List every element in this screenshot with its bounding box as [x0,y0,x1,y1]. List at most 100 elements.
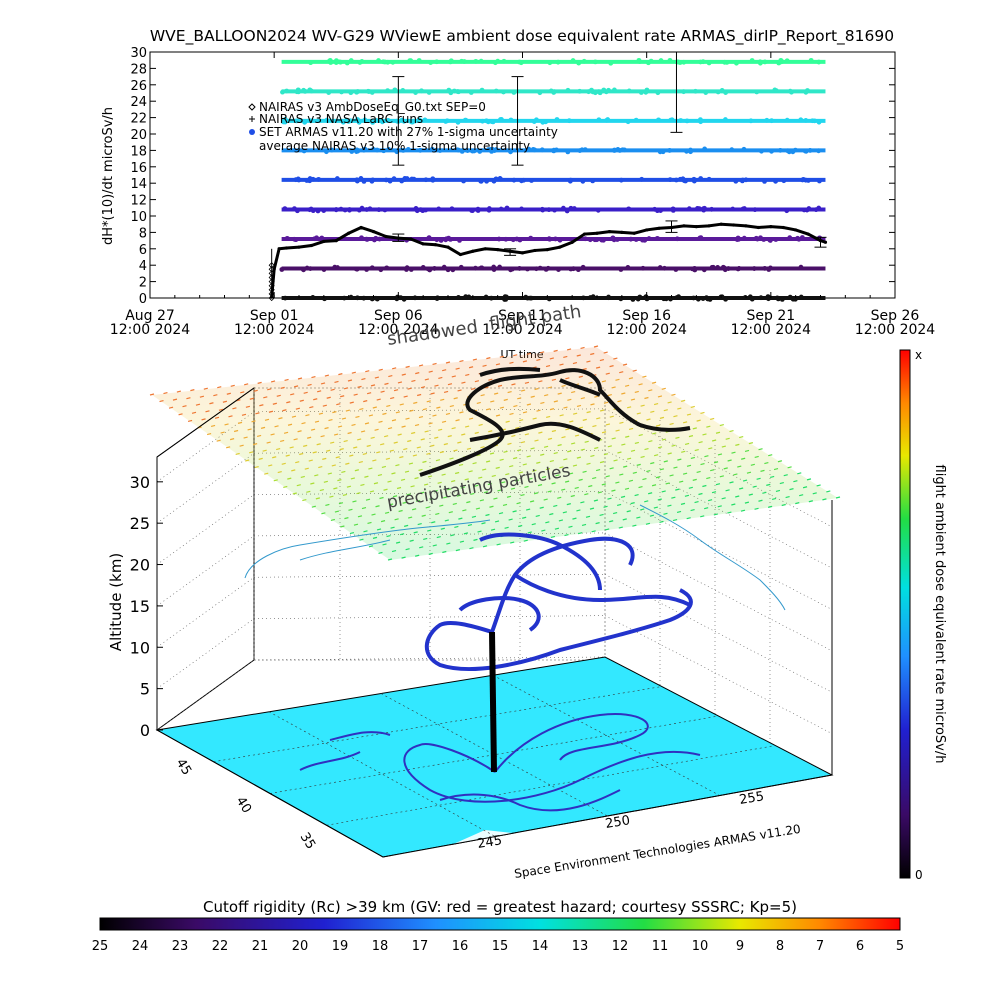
precip-dot [230,384,235,387]
precip-dot [474,484,479,487]
precip-dot [482,468,487,471]
precip-dot [395,464,400,467]
precip-dot [400,478,406,481]
precip-dot [389,449,394,452]
precip-dot [457,389,462,392]
model-band-marker [413,90,418,95]
model-band-marker [626,88,632,94]
precip-dot [330,388,335,391]
precip-dot [190,389,195,392]
floor-track [439,789,621,812]
precip-dot [665,482,670,485]
precip-dot [582,418,587,421]
model-band-marker [322,296,327,302]
model-band-marker [805,88,810,93]
precip-dot [564,533,569,537]
rigidity-tick-label: 20 [292,939,309,954]
precip-dot [696,419,701,422]
precip-dot [351,423,356,427]
precip-dot [454,525,459,528]
precip-dot [684,442,690,446]
precip-dot [318,412,324,415]
precip-dot [249,397,254,400]
model-band-marker [715,89,721,95]
precip-dot [319,488,325,492]
flight-path-segment [458,596,541,632]
model-band-marker [376,207,382,213]
precip-dot [644,447,649,451]
armas-data-point [582,232,587,236]
precip-dot [422,460,427,463]
precip-dot [740,509,746,512]
model-band-marker [806,206,812,211]
precip-dot [599,513,604,517]
precip-dot [684,494,690,497]
precip-dot [513,354,518,357]
precip-dot [493,392,499,395]
model-band-marker [798,294,804,300]
precip-dot [663,512,668,515]
precip-dot [345,462,350,465]
precip-dot [636,516,641,519]
model-band-marker [497,264,503,270]
precip-dot [636,463,641,466]
precip-dot [245,405,251,408]
model-band-marker [796,236,802,242]
precip-dot [565,428,570,431]
precip-dot [419,491,425,494]
precip-dot [455,549,461,552]
model-band-marker [329,147,335,153]
wall-track [244,519,491,579]
model-band-marker [722,267,728,273]
model-band-marker [457,237,462,243]
precip-dot [352,500,357,503]
precip-dot [690,405,695,408]
precip-dot [558,519,564,522]
precip-dot [806,478,812,481]
precip-dot [630,398,636,401]
precip-dot [768,454,773,457]
precip-dot [438,428,443,431]
model-band-marker [369,265,375,271]
precip-dot [613,512,618,515]
precip-dot [642,375,647,378]
precip-dot [357,515,363,518]
precip-dot [216,439,221,442]
precip-dot [735,443,740,446]
precip-dot [441,473,446,476]
top-x-tick-label: Sep 16 [622,308,671,324]
precip-dot [696,470,701,474]
model-band-marker [668,296,673,302]
model-band-marker [503,294,509,300]
precip-dot [458,517,463,520]
precip-dot [530,447,535,450]
armas-data-point [309,243,314,248]
model-band-marker [390,59,396,65]
rigidity-tick-label: 19 [332,939,349,954]
armas-series [268,222,828,302]
precip-dot [721,497,726,500]
precip-dot [272,402,277,405]
precip-dot [341,417,347,420]
precip-dot [538,431,543,434]
model-band-marker [364,267,370,272]
model-band-marker [817,178,822,184]
model-band-marker [580,264,586,270]
precip-dot [445,361,451,364]
latitude-tick-label: 40 [233,794,254,816]
precip-dot [420,386,426,389]
precip-dot [760,469,765,472]
precip-dot [504,526,509,529]
rigidity-tick-label: 15 [492,939,509,954]
precip-dot [484,386,489,389]
precip-dot [572,464,578,467]
model-band-marker [773,88,779,94]
model-band-marker [592,90,598,96]
model-band-marker [798,264,804,270]
model-band-marker [295,176,301,182]
precip-dot [344,517,349,520]
model-band-marker [557,237,563,243]
precip-dot [414,477,419,480]
precip-dot [539,506,544,509]
precip-dot [409,409,414,412]
